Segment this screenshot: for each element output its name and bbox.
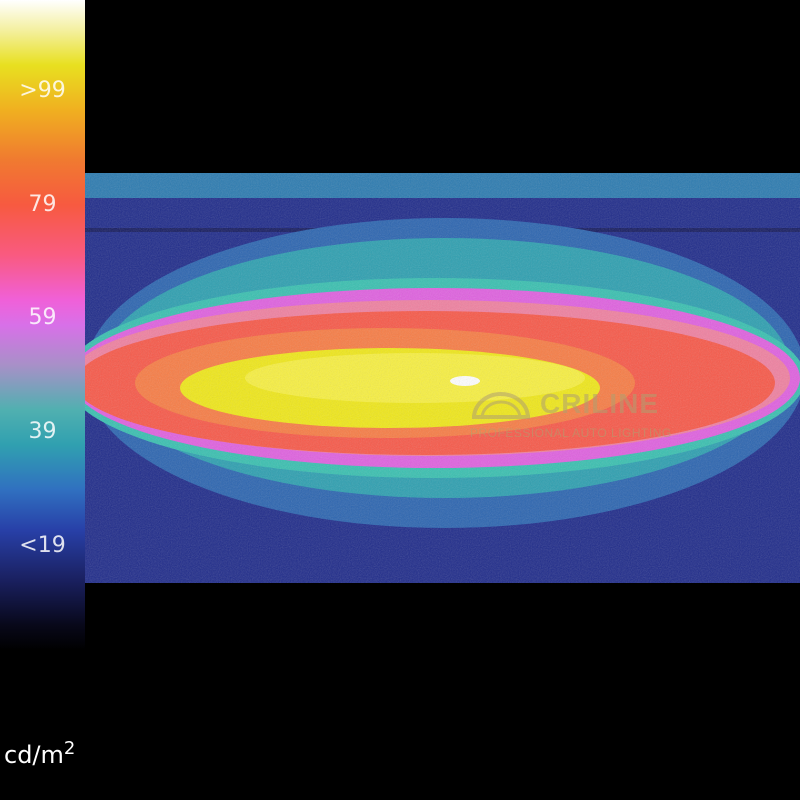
watermark-name: CRILINE [540, 388, 659, 419]
luminance-colorbar [0, 0, 85, 650]
colorbar-tick: 59 [28, 305, 57, 330]
colorbar-tick: 79 [28, 192, 57, 217]
luminance-heatmap [85, 173, 800, 583]
unit-label: cd/m2 [4, 738, 75, 769]
unit-exponent: 2 [63, 738, 76, 759]
unit-base: cd/m [4, 741, 64, 769]
criline-logo-icon [472, 392, 530, 419]
colorbar-tick: 39 [28, 419, 57, 444]
criline-watermark: CRILINE PROFESSIONAL AUTO LIGHTING [470, 388, 671, 440]
watermark-tagline: PROFESSIONAL AUTO LIGHTING [470, 426, 672, 440]
colorbar-tick: >99 [19, 78, 66, 103]
noise-overlay [85, 173, 800, 583]
colorbar-tick: <19 [19, 533, 66, 558]
